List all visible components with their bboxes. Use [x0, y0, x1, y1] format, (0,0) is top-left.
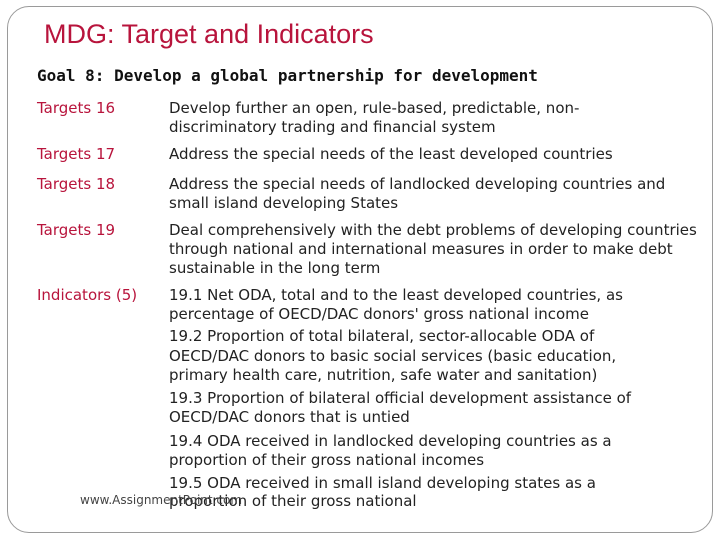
indicators-label: Indicators (5) [37, 286, 138, 304]
target-text: Address the special needs of landlocked … [169, 175, 666, 212]
indicator-line: 19.3 Proportion of bilateral official de… [169, 389, 632, 407]
indicator-line: percentage of OECD/DAC donors' gross nat… [169, 305, 589, 323]
indicator-line: OECD/DAC donors to basic social services… [169, 347, 617, 365]
target-label: Targets 18 [37, 175, 116, 193]
indicator-line: 19.5 ODA received in small island develo… [169, 474, 596, 492]
indicator-line: proportion of their gross national [169, 492, 417, 510]
indicator-line: 19.2 Proportion of total bilateral, sect… [169, 327, 595, 345]
target-text: Deal comprehensively with the debt probl… [169, 221, 697, 277]
target-text: Develop further an open, rule-based, pre… [169, 99, 580, 136]
target-label: Targets 19 [37, 221, 116, 239]
target-text: Address the special needs of the least d… [169, 145, 613, 163]
slide-title: MDG: Target and Indicators [44, 19, 374, 49]
indicator-line: OECD/DAC donors that is untied [169, 408, 410, 426]
target-label: Targets 16 [37, 99, 116, 117]
slide-frame [7, 6, 713, 533]
indicator-line: proportion of their gross national incom… [169, 451, 485, 469]
indicator-line: 19.4 ODA received in landlocked developi… [169, 432, 612, 450]
indicator-line: primary health care, nutrition, safe wat… [169, 366, 598, 384]
footer-watermark: www.AssignmentPoint.com [80, 493, 243, 507]
indicator-line: 19.1 Net ODA, total and to the least dev… [169, 286, 623, 304]
target-label: Targets 17 [37, 145, 116, 163]
goal-heading: Goal 8: Develop a global partnership for… [37, 66, 538, 85]
